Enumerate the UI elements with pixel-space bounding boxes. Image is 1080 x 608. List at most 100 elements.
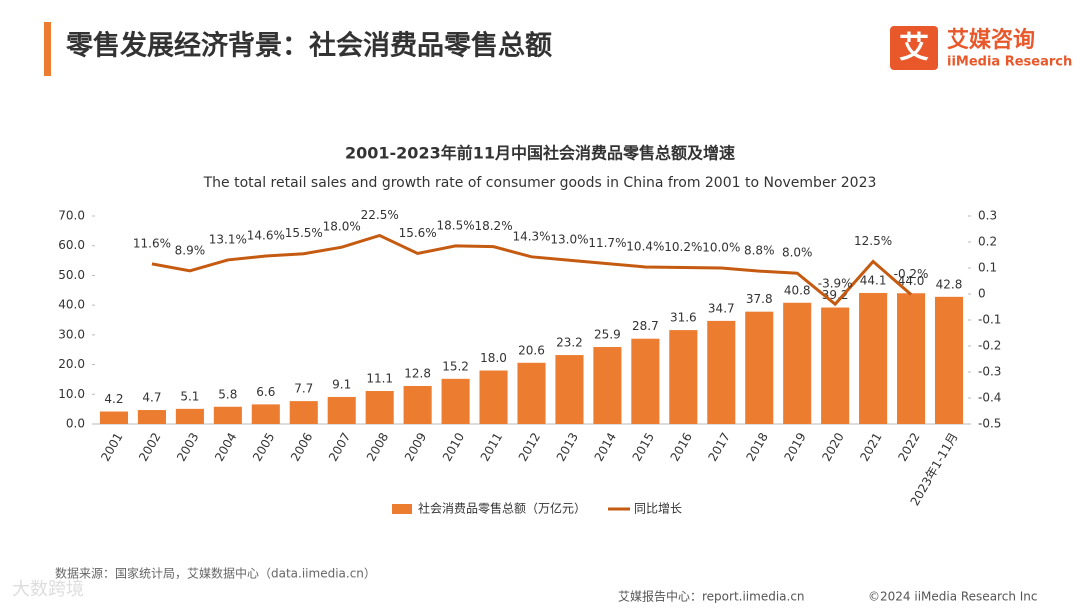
bar [631, 338, 660, 424]
line-value-label: -3.9% [818, 277, 853, 291]
yticks-label: 30.0 [58, 327, 85, 341]
copyright: ©2024 iiMedia Research Inc [868, 590, 1037, 604]
x-tick-label: 2002 [136, 430, 163, 463]
logo-box [890, 26, 938, 70]
bar [859, 292, 888, 424]
bar-value-label: 44.0 [898, 274, 925, 288]
bar [99, 411, 129, 424]
bar [517, 362, 546, 424]
bar-value-label: 7.7 [294, 382, 313, 396]
title-accent [44, 22, 51, 76]
bar-value-label: 40.8 [784, 283, 811, 297]
yticks-label: 40.0 [58, 298, 85, 312]
bar-value-label: 6.6 [256, 385, 275, 399]
bar [669, 330, 698, 424]
chart-subtitle: The total retail sales and growth rate o… [203, 175, 877, 191]
watermark: 大数跨境 [12, 579, 84, 600]
y2ticks-label: -0.4 [978, 391, 1001, 405]
chart-title: 2001-2023年前11月中国社会消费品零售总额及增速 [345, 144, 735, 163]
x-tick-label: 2015 [630, 430, 657, 463]
line-value-label: 18.0% [323, 220, 361, 234]
x-tick-label: 2013 [554, 430, 581, 463]
line-value-label: 10.4% [626, 239, 664, 253]
line-value-label: 11.6% [133, 236, 171, 250]
bar-value-label: 4.7 [142, 391, 161, 405]
bar-value-label: 42.8 [936, 277, 963, 291]
x-tick-label: 2001 [98, 430, 125, 463]
bar [934, 296, 964, 424]
bar [745, 311, 774, 424]
yticks-label: 20.0 [58, 357, 85, 371]
line-value-label: 8.9% [175, 243, 206, 257]
bar-value-label: 28.7 [632, 319, 659, 333]
yticks-label: 50.0 [58, 268, 85, 282]
bar [441, 378, 470, 424]
x-tick-label: 2009 [402, 430, 429, 463]
bar [327, 396, 356, 424]
bar-value-label: 18.0 [480, 351, 507, 365]
x-tick-label: 2017 [706, 430, 733, 463]
x-tick-label: 2011 [478, 430, 505, 463]
bar-value-label: 15.2 [442, 359, 469, 373]
legend-label: 社会消费品零售总额（万亿元） [418, 501, 586, 516]
x-tick-label: 2004 [212, 430, 239, 463]
x-tick-label: 2008 [364, 430, 391, 463]
yticks-label: 60.0 [58, 238, 85, 252]
line-value-label: 18.5% [437, 218, 475, 232]
x-tick-label: 2007 [326, 430, 353, 463]
legend-label: 同比增长 [634, 502, 682, 516]
line-value-label: 14.3% [512, 229, 550, 243]
line-value-label: 18.2% [474, 219, 512, 233]
bar [821, 307, 850, 424]
line-value-label: 15.5% [285, 226, 323, 240]
y2ticks-label: -0.1 [978, 313, 1001, 327]
x-tick-label: 2019 [781, 430, 808, 463]
line-value-label: 8.0% [782, 246, 813, 260]
bar [897, 293, 926, 424]
x-tick-label: 2014 [592, 430, 619, 463]
y2ticks-label: 0.1 [978, 261, 997, 275]
bar-value-label: 25.9 [594, 328, 621, 342]
bar [251, 404, 280, 424]
report-site: 艾媒报告中心：report.iimedia.cn [618, 589, 805, 604]
x-tick-label: 2020 [819, 430, 846, 463]
line-value-label: 22.5% [361, 208, 399, 222]
x-tick-label: 2010 [440, 430, 467, 463]
bar-value-label: 5.8 [218, 387, 237, 401]
bar [555, 355, 584, 424]
yticks-label: 70.0 [58, 209, 85, 223]
bar [593, 347, 622, 424]
bar [365, 391, 394, 424]
bar [175, 408, 204, 424]
line-value-label: 10.0% [702, 241, 740, 255]
yticks-label: 0.0 [66, 417, 85, 431]
bar-value-label: 23.2 [556, 336, 583, 350]
growth-line [151, 233, 913, 307]
y2ticks-label: -0.5 [978, 417, 1001, 431]
bar [213, 406, 242, 424]
bar [137, 410, 166, 424]
y2ticks-label: -0.2 [978, 339, 1001, 353]
slide-title: 零售发展经济背景：社会消费品零售总额 [65, 30, 552, 62]
x-tick-label: 2021 [857, 430, 884, 463]
line-value-label: 10.2% [664, 240, 702, 254]
line-value-label: 12.5% [854, 234, 892, 248]
y2ticks-label: 0.3 [978, 209, 997, 223]
line-value-label: 15.6% [399, 226, 437, 240]
bar-value-label: 37.8 [746, 292, 773, 306]
logo-name: 艾媒咨询 [947, 27, 1035, 53]
bar-value-label: 44.1 [860, 273, 887, 287]
bar [479, 370, 508, 424]
source: 数据来源：国家统计局，艾媒数据中心（data.iimedia.cn） [55, 566, 376, 581]
bar [783, 302, 812, 424]
bar-value-label: 34.7 [708, 301, 735, 315]
bar-value-label: 12.8 [404, 366, 431, 380]
bar [289, 401, 318, 424]
line-value-label: 13.1% [209, 232, 247, 246]
line-value-label: -0.2% [894, 267, 929, 281]
line-value-label: 8.8% [744, 244, 775, 258]
line-value-label: 11.7% [588, 236, 626, 250]
x-tick-label: 2018 [743, 430, 770, 463]
y2ticks-label: -0.3 [978, 365, 1001, 379]
yticks-label: 10.0 [58, 387, 85, 401]
